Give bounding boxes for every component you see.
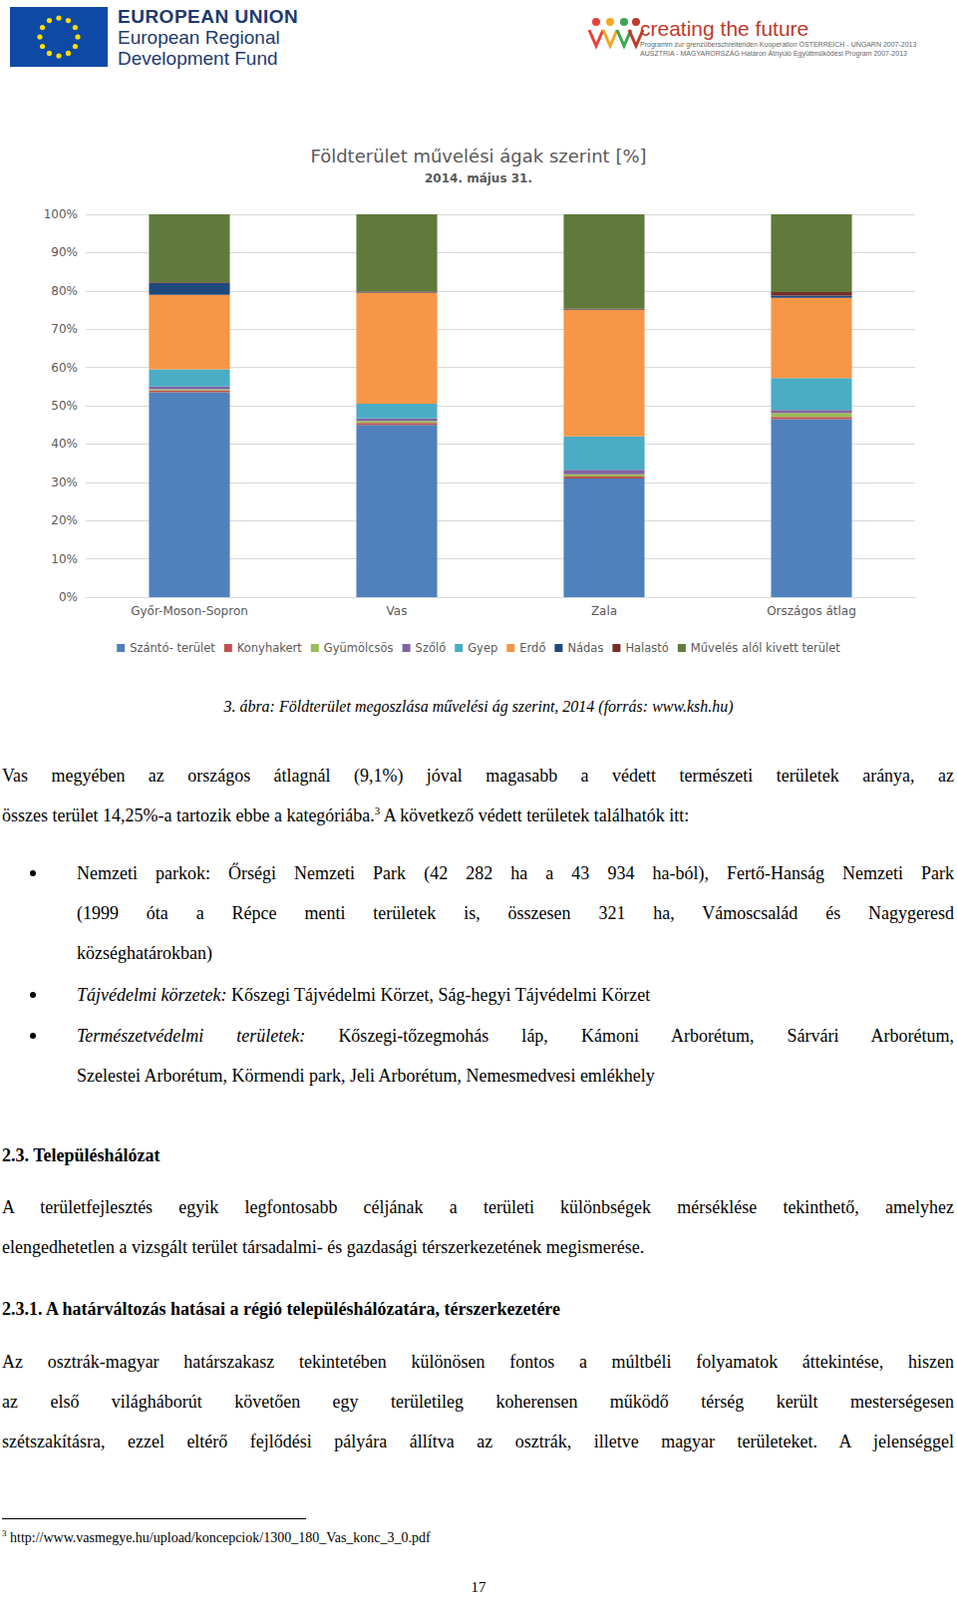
svg-text:Zala: Zala [591,604,618,619]
html-text:községhatárokban): községhatárokban) [76,943,213,963]
html-text:Szelestei Arborétum, Körmendi: Szelestei Arborétum, Körmendi park, Jeli… [76,1065,655,1086]
svg-text:Konyhakert: Konyhakert [237,640,303,655]
html-text:Nemzeti parkok: Őrségi Nemzeti: Nemzeti parkok: Őrségi Nemzeti Park (42 … [76,863,955,884]
svg-text:50%: 50% [50,398,78,413]
svg-text:30%: 30% [50,475,78,490]
html-text:Az osztrák-magyar határszakasz: Az osztrák-magyar határszakasz tekinteté… [1,1351,955,1372]
svg-text:70%: 70% [50,321,78,336]
html-text:összes terület 14,25%-a tartoz: összes terület 14,25%-a tartozik ebbe a … [1,804,690,826]
html-text:Programm zur grenzüberschreite: Programm zur grenzüberschreitenden Koope… [639,40,917,48]
html-text:Vas megyében az országos átlag: Vas megyében az országos átlagnál (9,1%)… [1,765,955,786]
svg-text:Gyep: Gyep [467,640,498,655]
html-text:Development Fund: Development Fund [117,47,278,69]
html-text:3. ábra: Földterület megoszlás: 3. ábra: Földterület megoszlása művelési… [223,697,734,715]
svg-text:40%: 40% [50,436,78,451]
svg-text:Győr-Moson-Sopron: Győr-Moson-Sopron [130,604,249,619]
svg-text:100%: 100% [43,207,78,222]
svg-text:0%: 0% [58,590,78,605]
html-text:17: 17 [471,1579,486,1595]
html-text:az első világháborút követően: az első világháborút követően egy terüle… [1,1391,955,1412]
html-text:2.3. Településhálózat: 2.3. Településhálózat [1,1145,160,1166]
svg-text:Halastó: Halastó [625,640,668,655]
html-text:2.3.1. A határváltozás hatásai: 2.3.1. A határváltozás hatásai a régió t… [1,1298,561,1319]
svg-text:Vas: Vas [386,604,408,619]
html-text:3http://www.vasmegye.hu/upload: 3http://www.vasmegye.hu/upload/koncepcio… [1,1528,431,1546]
svg-text:10%: 10% [50,552,78,567]
svg-text:20%: 20% [50,513,78,528]
svg-text:Szőlő: Szőlő [415,640,447,655]
svg-text:Földterület művelési ágak szer: Földterület művelési ágak szerint [%] [310,145,646,167]
html-text:Tájvédelmi körzetek: Kőszegi T: Tájvédelmi körzetek: Kőszegi Tájvédelmi … [76,984,651,1005]
svg-text:Gyümölcsös: Gyümölcsös [323,640,394,655]
html-text:Természetvédelmi területek: Kő: Természetvédelmi területek: Kőszegi-tőze… [76,1025,955,1046]
svg-text:Művelés alól kivett terület: Művelés alól kivett terület [690,640,841,655]
html-text:A területfejlesztés egyik legf: A területfejlesztés egyik legfontosabb c… [1,1197,955,1218]
html-text:creating the future: creating the future [639,16,809,40]
svg-text:Szántó- terület: Szántó- terület [129,640,216,655]
svg-text:60%: 60% [50,360,78,375]
svg-text:80%: 80% [50,284,78,299]
svg-text:Erdő: Erdő [519,640,546,655]
svg-text:Nádas: Nádas [567,640,604,655]
html-text:elengedhetetlen a vizsgált ter: elengedhetetlen a vizsgált terület társa… [1,1237,645,1258]
html-text:szétszakításra, ezzel eltérő f: szétszakításra, ezzel eltérő fejlődési p… [1,1431,955,1452]
svg-text:2014. május 31.: 2014. május 31. [424,171,533,186]
html-text:AUSZTRIA - MAGYARORSZÁG Határo: AUSZTRIA - MAGYARORSZÁG Határon Átnyúló … [639,49,908,57]
svg-text:Országos átlag: Országos átlag [766,604,857,619]
html-text:EUROPEAN UNION: EUROPEAN UNION [117,5,299,27]
svg-text:90%: 90% [50,245,78,260]
html-text:(1999 óta a Répce menti terüle: (1999 óta a Répce menti területek is, ös… [76,903,955,924]
html-text:European Regional: European Regional [117,26,280,48]
